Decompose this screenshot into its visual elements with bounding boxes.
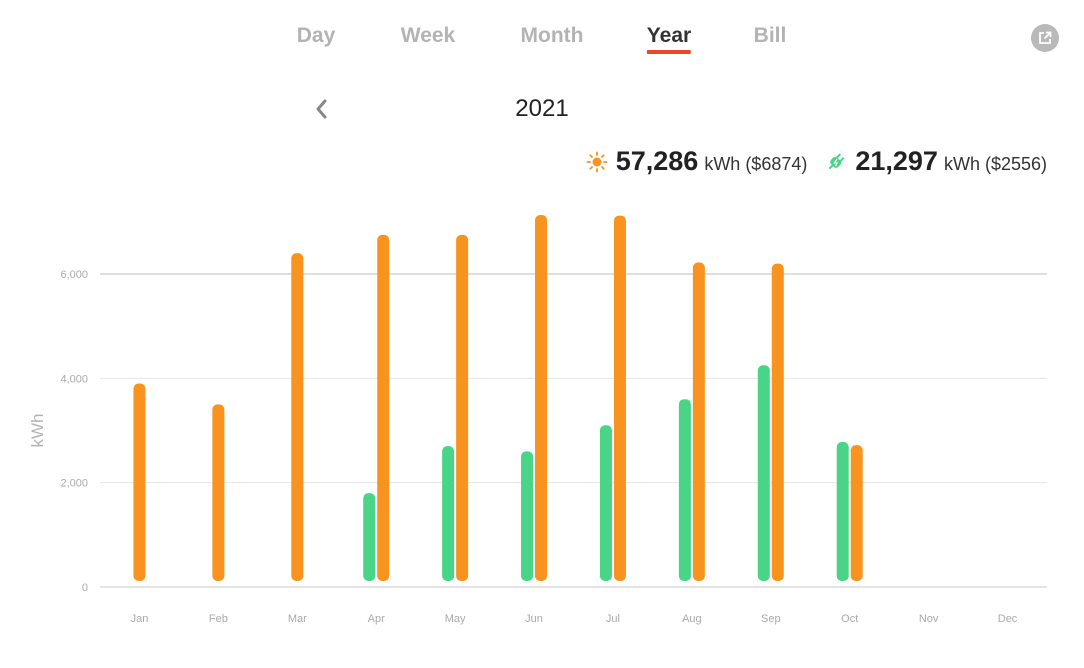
y-tick-label: 2,000 xyxy=(60,478,88,490)
x-tick-label: Oct xyxy=(841,613,858,625)
bar-solar xyxy=(850,445,863,581)
chevron-left-icon xyxy=(316,99,327,119)
export-button[interactable] xyxy=(1031,24,1059,52)
bar-solar xyxy=(771,263,784,581)
bar-solar xyxy=(133,383,146,581)
x-tick-label: Mar xyxy=(288,613,307,625)
tab-day[interactable]: Day xyxy=(296,24,336,47)
bar-solar xyxy=(212,404,225,581)
tab-year[interactable]: Year xyxy=(646,24,692,56)
grid-total-unit: kWh ($2556) xyxy=(943,154,1047,174)
x-tick-label: Sep xyxy=(761,613,781,625)
x-tick-label: Nov xyxy=(919,613,939,625)
bar-solar xyxy=(692,262,705,581)
bar-grid xyxy=(363,493,376,581)
y-axis-title: kWh xyxy=(28,414,47,448)
y-tick-label: 4,000 xyxy=(60,373,88,385)
y-tick-label: 0 xyxy=(82,582,88,594)
bar-grid xyxy=(757,365,770,581)
solar-total-value: 57,286 xyxy=(615,146,699,176)
tab-week[interactable]: Week xyxy=(400,24,456,47)
bar-grid xyxy=(599,425,612,581)
x-tick-label: Jun xyxy=(525,613,543,625)
solar-total-unit: kWh ($6874) xyxy=(704,154,808,174)
x-tick-label: Dec xyxy=(998,613,1018,625)
sun-icon xyxy=(586,151,608,173)
previous-period-button[interactable] xyxy=(311,96,333,122)
bar-grid xyxy=(678,399,691,581)
bar-solar xyxy=(291,253,304,581)
bar-solar xyxy=(535,215,548,581)
x-tick-label: Feb xyxy=(209,613,228,625)
monthly-energy-chart: 0 2,000 4,000 6,000 kWh Jan Feb Mar Apr May Jun Jul… xyxy=(28,215,1047,625)
period-label: 2021 xyxy=(515,95,569,122)
tab-bill[interactable]: Bill xyxy=(753,24,787,47)
energy-summary: 57,286 kWh ($6874) 21,297 kWh ($2556) xyxy=(586,146,1047,177)
x-tick-label: Aug xyxy=(682,613,702,625)
bar-solar xyxy=(456,234,469,581)
bar-grid xyxy=(521,451,534,581)
plug-icon xyxy=(825,151,847,173)
x-tick-label: Apr xyxy=(368,613,385,625)
bar-solar xyxy=(613,215,626,581)
y-tick-label: 6,000 xyxy=(60,269,88,281)
bar-grid xyxy=(442,446,455,581)
x-tick-label: Jul xyxy=(606,613,620,625)
export-icon xyxy=(1039,31,1052,44)
tab-month[interactable]: Month xyxy=(520,24,584,47)
bar-grid xyxy=(836,441,849,581)
x-tick-label: Jan xyxy=(131,613,149,625)
view-tabs: Day Week Month Year Bill xyxy=(0,24,1084,64)
x-tick-label: May xyxy=(445,613,466,625)
bar-solar xyxy=(377,234,390,581)
grid-total-value: 21,297 xyxy=(855,146,938,176)
